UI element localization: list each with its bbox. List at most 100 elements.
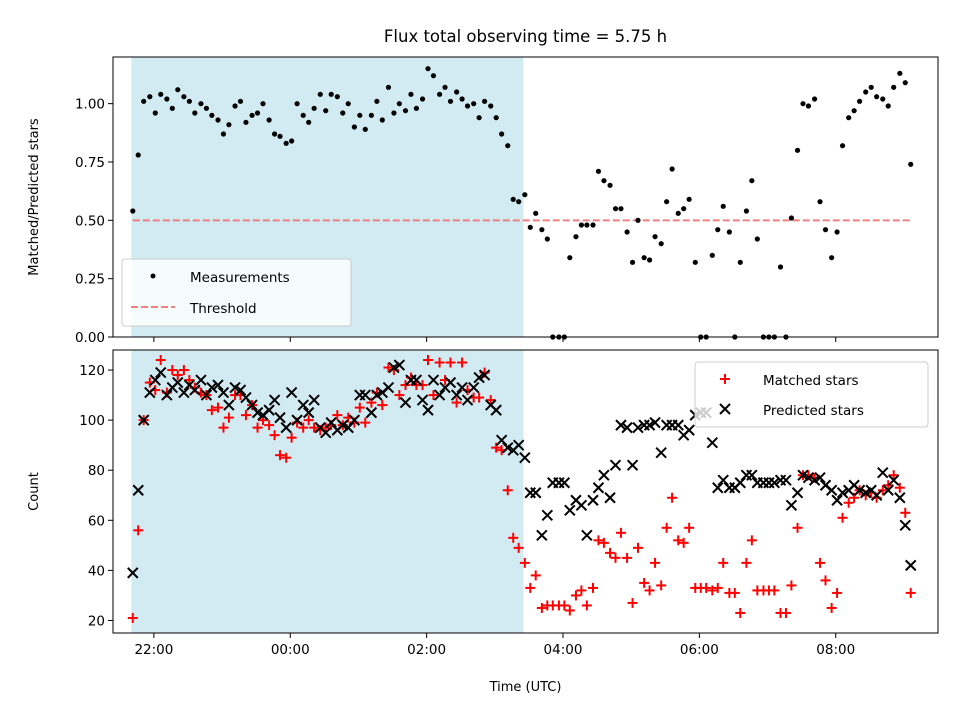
predicted-point	[853, 484, 866, 496]
measurement-point	[539, 227, 545, 233]
measurement-point	[266, 117, 272, 123]
predicted-point	[144, 386, 156, 399]
predicted-point	[768, 477, 781, 489]
predicted-point-b	[178, 386, 190, 399]
matched-point	[167, 365, 178, 376]
measurement-point	[220, 131, 227, 137]
predicted-point	[870, 489, 883, 501]
y-tick-label: 1.00	[75, 97, 105, 113]
measurement-point	[447, 98, 454, 104]
bottom-y-axis-label: Count	[27, 472, 42, 511]
predicted-point	[212, 379, 224, 391]
predicted-point	[127, 567, 139, 579]
predicted-point	[456, 381, 468, 394]
predicted-point	[746, 469, 758, 481]
x-tick-label: 08:00	[816, 642, 855, 658]
y-tick-label: 0.25	[75, 272, 105, 288]
measurement-point	[527, 224, 533, 230]
measurement-point	[442, 84, 448, 90]
predicted-point-b	[649, 416, 661, 429]
measurement-point	[891, 84, 897, 90]
predicted-point-b	[359, 389, 371, 401]
measurement-point	[379, 117, 385, 123]
y-tick-label: 0.75	[75, 155, 105, 171]
matched-point	[320, 422, 331, 433]
predicted-point	[268, 394, 281, 406]
predicted-point	[132, 484, 144, 496]
predicted-point	[365, 406, 378, 419]
measurement-point	[368, 112, 375, 118]
predicted-point	[836, 487, 849, 499]
matched-point	[155, 355, 166, 366]
measurement-point	[669, 166, 675, 172]
matched-point	[673, 535, 684, 546]
predicted-point-b	[768, 477, 781, 489]
predicted-point-b	[712, 482, 724, 494]
predicted-point	[410, 374, 423, 386]
measurement-point	[601, 178, 607, 184]
predicted-point	[195, 374, 207, 386]
top-ticks: 0.00 0.25 0.50 0.75 1.00	[75, 97, 837, 346]
x-tick-label: 22:00	[134, 642, 173, 658]
matched-point	[360, 417, 371, 428]
measurement-point	[226, 122, 232, 128]
predicted-point	[592, 482, 605, 494]
matched-point	[712, 582, 723, 593]
measurement-point	[885, 103, 891, 109]
measurement-point	[425, 66, 431, 72]
matched-point	[741, 557, 752, 568]
predicted-point	[649, 416, 661, 429]
predicted-point	[791, 487, 804, 499]
matched-point	[218, 422, 229, 433]
measurement-point	[357, 112, 363, 118]
measurement-point	[464, 103, 471, 109]
matched-point	[451, 397, 462, 408]
predicted-point	[814, 472, 826, 484]
predicted-point-b	[887, 474, 900, 486]
predicted-point-b	[655, 446, 667, 459]
top-legend-box	[121, 258, 352, 327]
predicted-point-b	[564, 504, 576, 516]
matched-point	[678, 537, 689, 548]
top-y-axis-label: Matched/Predicted stars	[27, 118, 42, 276]
matched-point	[576, 585, 587, 596]
predicted-point-b	[604, 492, 616, 504]
measurement-point	[186, 98, 192, 104]
measurement-point	[618, 206, 624, 212]
measurement-point	[141, 98, 147, 104]
matched-point	[605, 547, 616, 558]
predicted-point-b	[490, 404, 502, 416]
measurement-point	[510, 196, 516, 202]
measurement-point	[567, 255, 573, 261]
matched-point	[519, 557, 530, 568]
matched-point	[615, 527, 626, 538]
measurement-point	[454, 89, 460, 95]
measurement-point	[323, 108, 329, 114]
predicted-point-b	[268, 394, 281, 406]
matched-point	[525, 582, 536, 593]
measurement-point	[612, 206, 619, 212]
predicted-point	[763, 477, 775, 489]
measurement-point	[476, 115, 482, 121]
predicted-point	[478, 369, 491, 381]
measurement-point	[880, 96, 886, 102]
predicted-point-b	[444, 376, 457, 389]
predicted-point	[632, 421, 644, 434]
predicted-point-b	[621, 421, 633, 434]
measurement-point	[254, 110, 261, 116]
predicted-point	[615, 419, 627, 431]
matched-point	[252, 422, 263, 433]
predicted-point	[359, 389, 371, 401]
matched-point	[434, 357, 445, 368]
chart-title: Flux total observing time = 5.75 h	[384, 27, 667, 46]
measurement-points	[130, 66, 914, 340]
predicted-point-b	[530, 487, 542, 499]
measurement-point	[243, 119, 249, 125]
predicted-point	[416, 394, 429, 406]
y-tick-label: 100	[79, 413, 105, 429]
legend-predicted-marker	[719, 403, 731, 415]
predicted-point	[558, 477, 571, 489]
matched-point	[780, 607, 791, 618]
predicted-point	[302, 406, 315, 419]
predicted-point-b	[467, 381, 480, 394]
